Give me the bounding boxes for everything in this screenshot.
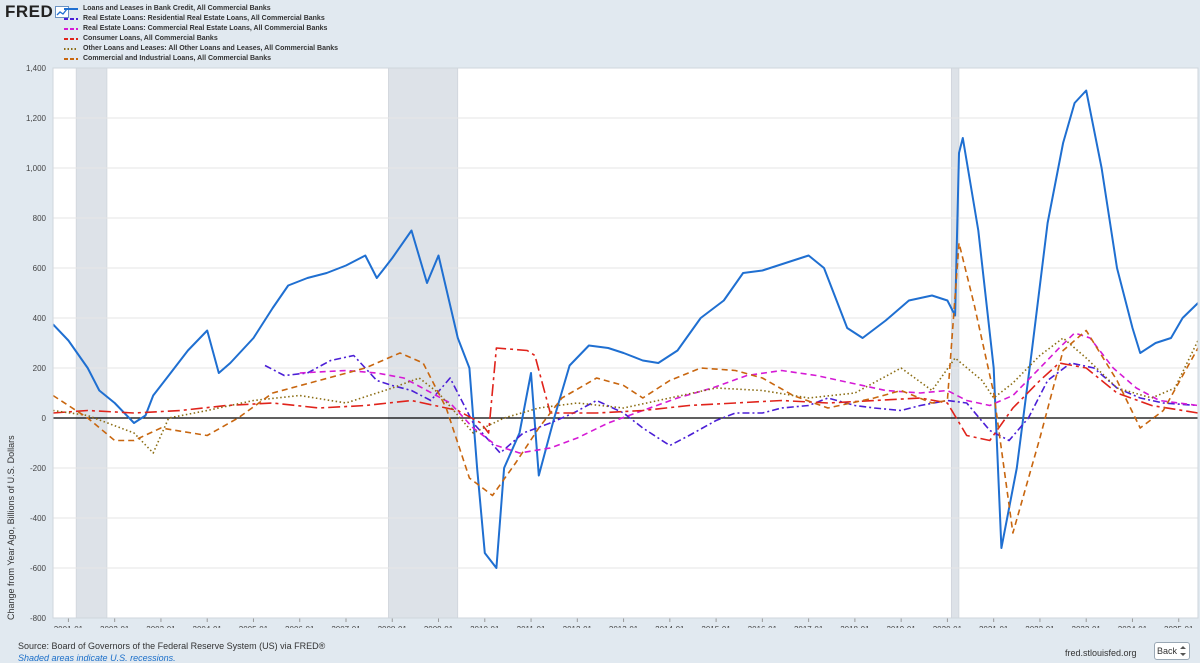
legend-item[interactable]: Other Loans and Leases: All Other Loans … [63,44,338,54]
series-line-1 [52,89,1199,569]
x-tick-label: 2023-01 [1072,625,1102,628]
y-tick-label: -200 [30,464,47,473]
legend-swatch [64,8,78,10]
y-axis-title: Change from Year Ago, Billions of U.S. D… [6,435,16,620]
x-tick-label: 2009-01 [424,625,454,628]
x-tick-label: 2021-01 [979,625,1009,628]
y-tick-label: -800 [30,614,47,623]
y-tick-label: 1,400 [26,64,47,73]
x-tick-label: 2022-01 [1025,625,1055,628]
y-tick-label: 200 [33,364,47,373]
x-tick-label: 2010-01 [470,625,500,628]
series-line-3 [299,332,1199,454]
back-button-label: Back [1156,646,1177,656]
x-tick-label: 2008-01 [378,625,408,628]
x-tick-label: 2017-01 [794,625,824,628]
series-line-4 [52,347,1199,442]
fred-logo-area[interactable]: FRED [5,2,70,21]
x-tick-label: 2006-01 [285,625,315,628]
legend-swatch [64,38,78,40]
back-button[interactable]: Back [1154,642,1190,660]
y-axis-title-box: Change from Year Ago, Billions of U.S. D… [4,150,18,620]
legend-swatch [64,18,78,20]
line-chart-icon [55,6,70,18]
y-tick-label: 1,200 [26,114,47,123]
recession-note: Shaded areas indicate U.S. recessions. [18,653,176,663]
legend-label: Loans and Leases in Bank Credit, All Com… [83,5,271,12]
x-tick-label: 2020-01 [933,625,963,628]
x-tick-label: 2014-01 [655,625,685,628]
x-tick-label: 2007-01 [331,625,361,628]
source-note: Source: Board of Governors of the Federa… [18,641,326,651]
y-tick-label: 1,000 [26,164,47,173]
legend-item[interactable]: Consumer Loans, All Commercial Banks [63,34,338,44]
y-tick-label: 0 [42,414,47,423]
recession-band [388,67,459,619]
legend-item[interactable]: Real Estate Loans: Residential Real Esta… [63,14,338,24]
fred-logo[interactable]: FRED [5,2,54,21]
recession-band [950,67,960,619]
x-tick-label: 2011-01 [517,625,546,628]
x-tick-label: 2013-01 [609,625,639,628]
x-tick-label: 2005-01 [239,625,269,628]
legend-item[interactable]: Commercial and Industrial Loans, All Com… [63,54,338,64]
legend-label: Consumer Loans, All Commercial Banks [83,35,218,42]
series-line-5 [52,337,1199,454]
legend-label: Commercial and Industrial Loans, All Com… [83,55,272,62]
plot-border [52,67,1199,619]
y-tick-label: 800 [33,214,47,223]
expand-arrows-icon [1180,646,1186,656]
y-tick-label: -400 [30,514,47,523]
legend-item[interactable]: Loans and Leases in Bank Credit, All Com… [63,4,338,14]
legend-swatch [64,58,78,60]
x-tick-label: 2025-01 [1164,625,1194,628]
chart-plot: -800 -600 -400 -200 0 200 400 600 800 1,000 1,200 1… [26,64,1199,628]
y-tick-label: -600 [30,564,47,573]
site-url[interactable]: fred.stlouisfed.org [1065,648,1137,658]
chart-legend: Loans and Leases in Bank Credit, All Com… [63,4,338,64]
legend-swatch [64,28,78,30]
recession-band [75,67,108,619]
x-tick-label: 2018-01 [840,625,870,628]
series-line-2 [264,354,1199,454]
series-line-6 [52,242,1199,534]
y-tick-label: 600 [33,264,47,273]
x-tick-label: 2019-01 [886,625,916,628]
x-tick-label: 2015-01 [701,625,731,628]
x-tick-label: 2024-01 [1118,625,1148,628]
y-tick-label: 400 [33,314,47,323]
legend-item[interactable]: Real Estate Loans: Commercial Real Estat… [63,24,338,34]
legend-label: Other Loans and Leases: All Other Loans … [83,45,339,52]
x-tick-label: 2012-01 [563,625,593,628]
x-tick-label: 2016-01 [748,625,778,628]
plot-background [53,68,1198,618]
x-tick-label: 2002-01 [100,625,130,628]
legend-swatch [64,48,78,50]
legend-label: Real Estate Loans: Residential Real Esta… [83,15,325,22]
legend-label: Real Estate Loans: Commercial Real Estat… [83,25,328,32]
x-tick-label: 2003-01 [146,625,176,628]
